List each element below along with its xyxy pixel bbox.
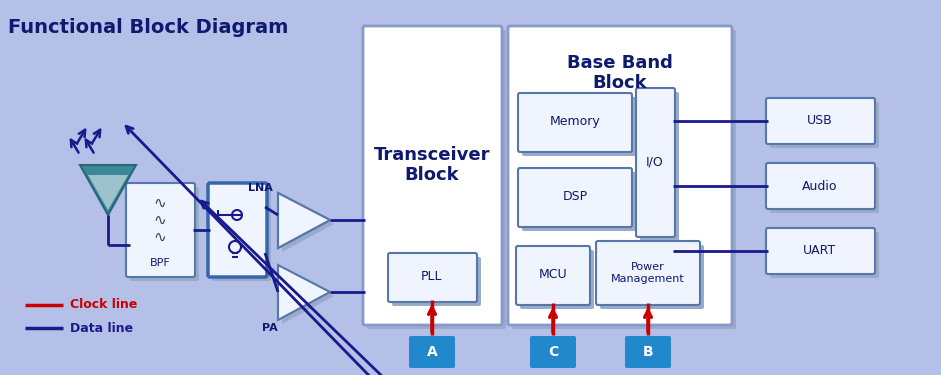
- Polygon shape: [278, 193, 330, 248]
- FancyBboxPatch shape: [530, 336, 576, 368]
- FancyBboxPatch shape: [770, 167, 879, 213]
- FancyBboxPatch shape: [208, 183, 267, 277]
- FancyBboxPatch shape: [520, 250, 594, 309]
- Text: PLL: PLL: [422, 270, 443, 284]
- Polygon shape: [80, 165, 136, 215]
- Text: A: A: [426, 345, 438, 359]
- Text: LNA: LNA: [247, 183, 273, 193]
- FancyBboxPatch shape: [640, 92, 679, 241]
- Text: Memory: Memory: [550, 116, 600, 129]
- Text: ∿: ∿: [153, 230, 167, 244]
- Polygon shape: [278, 193, 330, 248]
- Polygon shape: [282, 269, 334, 324]
- Text: I/O: I/O: [646, 156, 663, 168]
- Text: MCU: MCU: [538, 268, 567, 282]
- Text: UART: UART: [804, 244, 837, 258]
- Text: Transceiver
Block: Transceiver Block: [374, 146, 490, 184]
- FancyBboxPatch shape: [212, 187, 271, 281]
- FancyBboxPatch shape: [766, 163, 875, 209]
- Polygon shape: [282, 197, 334, 252]
- FancyBboxPatch shape: [625, 336, 671, 368]
- FancyBboxPatch shape: [636, 88, 675, 237]
- Text: B: B: [643, 345, 653, 359]
- Text: ∿: ∿: [153, 195, 167, 210]
- Text: PA: PA: [263, 323, 278, 333]
- FancyBboxPatch shape: [600, 245, 704, 309]
- FancyBboxPatch shape: [367, 30, 506, 329]
- FancyBboxPatch shape: [518, 168, 632, 227]
- FancyBboxPatch shape: [409, 336, 455, 368]
- FancyBboxPatch shape: [388, 253, 477, 302]
- Text: ∿: ∿: [153, 213, 167, 228]
- FancyBboxPatch shape: [516, 246, 590, 305]
- FancyBboxPatch shape: [130, 187, 199, 281]
- FancyBboxPatch shape: [766, 228, 875, 274]
- FancyBboxPatch shape: [596, 241, 700, 305]
- FancyBboxPatch shape: [512, 30, 736, 329]
- Text: DSP: DSP: [563, 190, 587, 204]
- FancyBboxPatch shape: [522, 97, 636, 156]
- Text: USB: USB: [807, 114, 833, 128]
- Polygon shape: [88, 175, 128, 210]
- FancyBboxPatch shape: [518, 93, 632, 152]
- Text: Functional Block Diagram: Functional Block Diagram: [8, 18, 288, 37]
- Text: Data line: Data line: [70, 321, 133, 334]
- FancyBboxPatch shape: [770, 102, 879, 148]
- Text: Clock line: Clock line: [70, 298, 137, 312]
- FancyBboxPatch shape: [363, 26, 502, 325]
- Polygon shape: [278, 265, 330, 320]
- Text: Base Band
Block: Base Band Block: [567, 54, 673, 92]
- FancyBboxPatch shape: [508, 26, 732, 325]
- Text: Power
Management: Power Management: [611, 262, 685, 284]
- Text: Audio: Audio: [803, 180, 837, 192]
- FancyBboxPatch shape: [770, 232, 879, 278]
- FancyBboxPatch shape: [392, 257, 481, 306]
- FancyBboxPatch shape: [126, 183, 195, 277]
- FancyBboxPatch shape: [522, 172, 636, 231]
- FancyBboxPatch shape: [766, 98, 875, 144]
- Text: BPF: BPF: [150, 258, 170, 268]
- Text: C: C: [548, 345, 558, 359]
